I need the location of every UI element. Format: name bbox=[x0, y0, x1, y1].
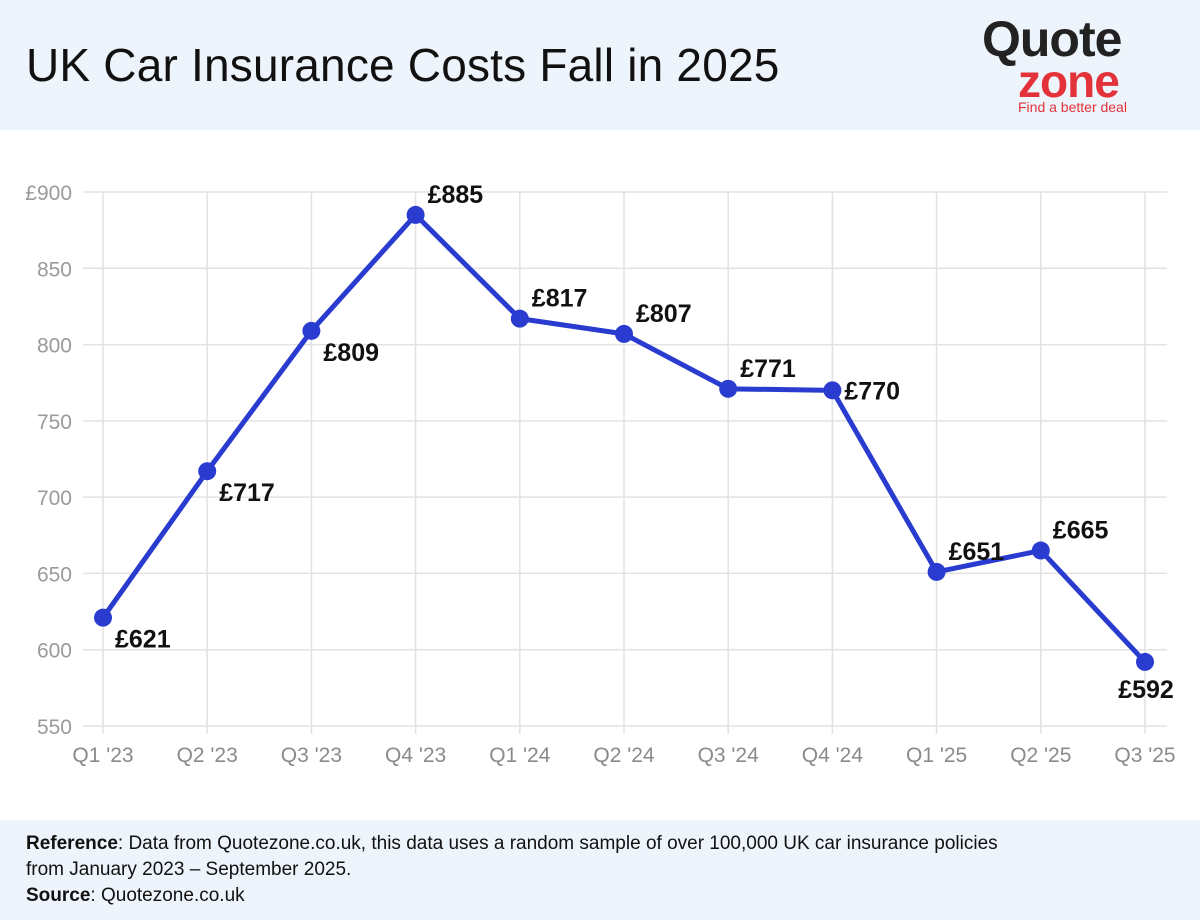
data-point bbox=[406, 205, 425, 224]
data-point bbox=[1031, 541, 1050, 560]
logo-word-quote: Quote bbox=[982, 11, 1122, 67]
y-tick-label: 700 bbox=[37, 487, 72, 510]
x-tick-label: Q3 '23 bbox=[281, 744, 342, 767]
line-chart: 550 600 650 700 750 800 850 £900 Q1 '23 Q2 '23 Q3 … bbox=[0, 130, 1200, 820]
data-point bbox=[719, 379, 738, 398]
data-label: £621 bbox=[115, 626, 171, 654]
y-tick-label: 600 bbox=[37, 640, 72, 663]
data-point bbox=[823, 381, 842, 400]
data-point bbox=[302, 321, 321, 340]
data-point bbox=[615, 324, 633, 343]
reference-label: Reference bbox=[26, 833, 118, 854]
data-point bbox=[198, 462, 217, 481]
footer-band: Reference: Data from Quotezone.co.uk, th… bbox=[0, 820, 1200, 920]
data-label: £717 bbox=[219, 479, 275, 507]
reference-text-1: : Data from Quotezone.co.uk, this data u… bbox=[117, 833, 998, 854]
x-tick-label: Q2 '23 bbox=[177, 744, 238, 767]
data-label: £770 bbox=[844, 377, 900, 405]
source-label: Source bbox=[26, 885, 91, 906]
page-title: UK Car Insurance Costs Fall in 2025 bbox=[26, 39, 780, 91]
y-tick-label: 750 bbox=[37, 411, 72, 434]
x-tick-label: Q2 '25 bbox=[1010, 744, 1071, 767]
data-point bbox=[510, 309, 529, 328]
data-point bbox=[927, 562, 946, 581]
y-tick-label: 800 bbox=[37, 335, 72, 358]
logo-word-zone: zone bbox=[1018, 55, 1120, 107]
x-tick-label: Q1 '23 bbox=[72, 744, 133, 767]
y-tick-label: 850 bbox=[37, 258, 72, 281]
data-label: £885 bbox=[428, 181, 484, 209]
x-tick-label: Q2 '24 bbox=[593, 744, 655, 767]
data-label: £771 bbox=[740, 355, 796, 383]
data-point bbox=[94, 608, 112, 627]
y-tick-label: 650 bbox=[37, 563, 72, 586]
x-tick-label: Q1 '25 bbox=[906, 744, 967, 767]
logo-tagline: Find a better deal bbox=[1018, 99, 1127, 115]
reference-text-2: from January 2023 – September 2025. bbox=[26, 859, 352, 880]
data-label: £809 bbox=[323, 339, 379, 367]
chart-svg: 550 600 650 700 750 800 850 £900 Q1 '23 Q2 '23 Q3 … bbox=[25, 181, 1175, 767]
quotezone-logo[interactable]: Quote zone Find a better deal bbox=[982, 8, 1152, 118]
x-tick-label: Q4 '24 bbox=[802, 744, 864, 767]
reference-line-2: from January 2023 – September 2025. bbox=[26, 859, 351, 881]
x-tick-label: Q1 '24 bbox=[489, 744, 551, 767]
reference-line-1: Reference: Data from Quotezone.co.uk, th… bbox=[26, 833, 998, 855]
data-label: £592 bbox=[1118, 676, 1174, 704]
x-tick-label: Q4 '23 bbox=[385, 744, 446, 767]
y-tick-label: 550 bbox=[37, 716, 72, 739]
x-tick-label: Q3 '24 bbox=[698, 744, 760, 767]
header-band: UK Car Insurance Costs Fall in 2025 Quot… bbox=[0, 0, 1200, 130]
data-label: £665 bbox=[1053, 517, 1109, 545]
source-line: Source: Quotezone.co.uk bbox=[26, 885, 245, 907]
y-tick-label: £900 bbox=[25, 182, 72, 205]
data-point bbox=[1136, 652, 1154, 671]
data-label: £817 bbox=[532, 285, 588, 313]
source-text: : Quotezone.co.uk bbox=[90, 885, 245, 906]
x-tick-label: Q3 '25 bbox=[1114, 744, 1175, 767]
data-label: £651 bbox=[949, 538, 1005, 566]
data-label: £807 bbox=[636, 300, 692, 328]
